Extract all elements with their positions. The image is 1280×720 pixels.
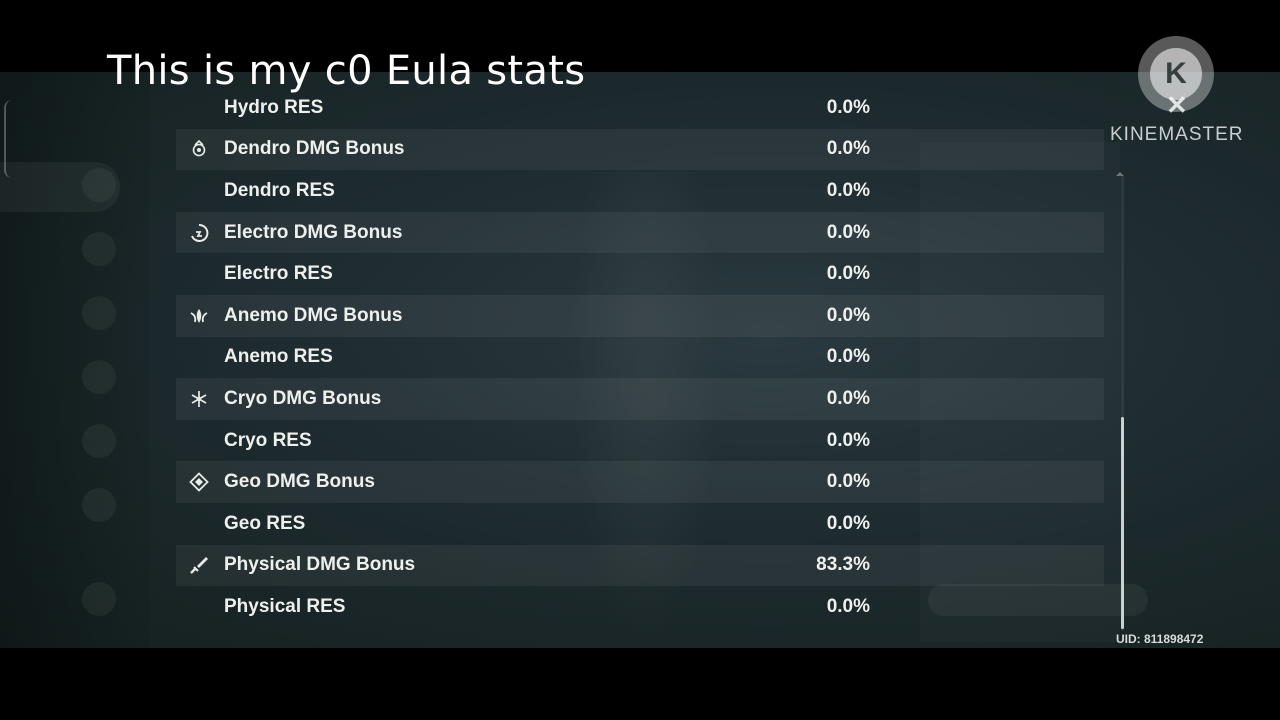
letterbox-top xyxy=(0,0,1280,72)
kinemaster-logo-letter: K xyxy=(1150,48,1202,100)
scrollbar-track[interactable] xyxy=(1121,176,1124,631)
sidebar-icon-2[interactable] xyxy=(82,232,116,266)
character-model xyxy=(570,172,720,642)
video-caption: This is my c0 Eula stats xyxy=(107,48,586,94)
sidebar-icon-1[interactable] xyxy=(82,168,116,202)
player-uid: UID: 811898472 xyxy=(1116,632,1204,646)
kinemaster-wordmark: KINEMASTER xyxy=(1110,124,1244,145)
kinemaster-logo-icon: K xyxy=(1138,36,1214,112)
stat-value: 0.0% xyxy=(826,595,870,617)
stat-value: 0.0% xyxy=(826,138,870,160)
kinemaster-watermark: K ✕ KINEMASTER xyxy=(1110,36,1244,148)
stat-label: Electro DMG Bonus xyxy=(224,221,403,243)
stat-value: 0.0% xyxy=(826,471,870,493)
stat-label: Geo DMG Bonus xyxy=(224,471,375,493)
stat-row: Electro RES 0.0% xyxy=(176,253,1104,295)
game-scene-background xyxy=(0,72,1280,648)
letterbox-bottom xyxy=(0,648,1280,720)
character-sidebar xyxy=(0,72,150,648)
stat-row: Geo DMG Bonus 0.0% xyxy=(176,461,1104,503)
stat-label: Dendro DMG Bonus xyxy=(224,138,405,160)
sidebar-icon-3[interactable] xyxy=(82,296,116,330)
stat-value: 0.0% xyxy=(826,263,870,285)
stat-row: Electro DMG Bonus 0.0% xyxy=(176,211,1104,254)
stat-label: Physical RES xyxy=(224,595,346,617)
cryo-element-icon xyxy=(188,388,210,410)
stat-row: Physical RES 0.0% xyxy=(176,586,1104,628)
stat-label: Cryo DMG Bonus xyxy=(224,387,382,409)
left-bracket-decoration xyxy=(4,100,16,178)
stat-value: 0.0% xyxy=(826,429,870,451)
stat-row: Cryo DMG Bonus 0.0% xyxy=(176,378,1104,420)
dendro-element-icon xyxy=(188,138,210,160)
stat-value: 0.0% xyxy=(826,221,870,243)
electro-element-icon xyxy=(188,222,210,244)
stat-label: Geo RES xyxy=(224,512,306,534)
stat-row: Physical DMG Bonus 83.3% xyxy=(176,544,1104,587)
stat-label: Anemo RES xyxy=(224,346,333,368)
stat-row: Geo RES 0.0% xyxy=(176,503,1104,545)
stat-label: Physical DMG Bonus xyxy=(224,554,416,576)
stat-row: Dendro DMG Bonus 0.0% xyxy=(176,128,1104,171)
stat-label: Hydro RES xyxy=(224,96,324,118)
sidebar-icon-4[interactable] xyxy=(82,360,116,394)
sidebar-icon-5[interactable] xyxy=(82,424,116,458)
stat-row: Anemo RES 0.0% xyxy=(176,337,1104,379)
stat-value: 0.0% xyxy=(826,179,870,201)
sidebar-icon-7[interactable] xyxy=(82,582,116,616)
stat-value: 0.0% xyxy=(826,512,870,534)
stat-row: Dendro RES 0.0% xyxy=(176,170,1104,212)
scrollbar-thumb[interactable] xyxy=(1121,417,1124,629)
stat-value: 0.0% xyxy=(826,96,870,118)
scroll-up-arrow-icon[interactable] xyxy=(1116,172,1124,176)
ghost-action-button[interactable] xyxy=(928,584,1148,616)
physical-sword-icon xyxy=(188,554,210,576)
sidebar-selected-item[interactable] xyxy=(0,162,120,212)
stat-value: 0.0% xyxy=(826,346,870,368)
stat-row: Anemo DMG Bonus 0.0% xyxy=(176,294,1104,337)
anemo-element-icon xyxy=(188,305,210,327)
stat-label: Anemo DMG Bonus xyxy=(224,304,403,326)
kinemaster-x-mark: ✕ xyxy=(1166,90,1188,120)
stat-label: Dendro RES xyxy=(224,179,335,201)
stat-label: Electro RES xyxy=(224,263,333,285)
sidebar-icon-6[interactable] xyxy=(82,488,116,522)
stat-row: Cryo RES 0.0% xyxy=(176,420,1104,462)
stat-value: 0.0% xyxy=(826,387,870,409)
stat-row: Hydro RES 0.0% xyxy=(176,87,1104,129)
geo-element-icon xyxy=(188,471,210,493)
stat-label: Cryo RES xyxy=(224,429,312,451)
stats-list: Hydro RES 0.0% Dendro DMG Bonus 0.0% Dendro … xyxy=(176,87,1104,628)
stat-value: 0.0% xyxy=(826,304,870,326)
stat-value: 83.3% xyxy=(816,554,870,576)
